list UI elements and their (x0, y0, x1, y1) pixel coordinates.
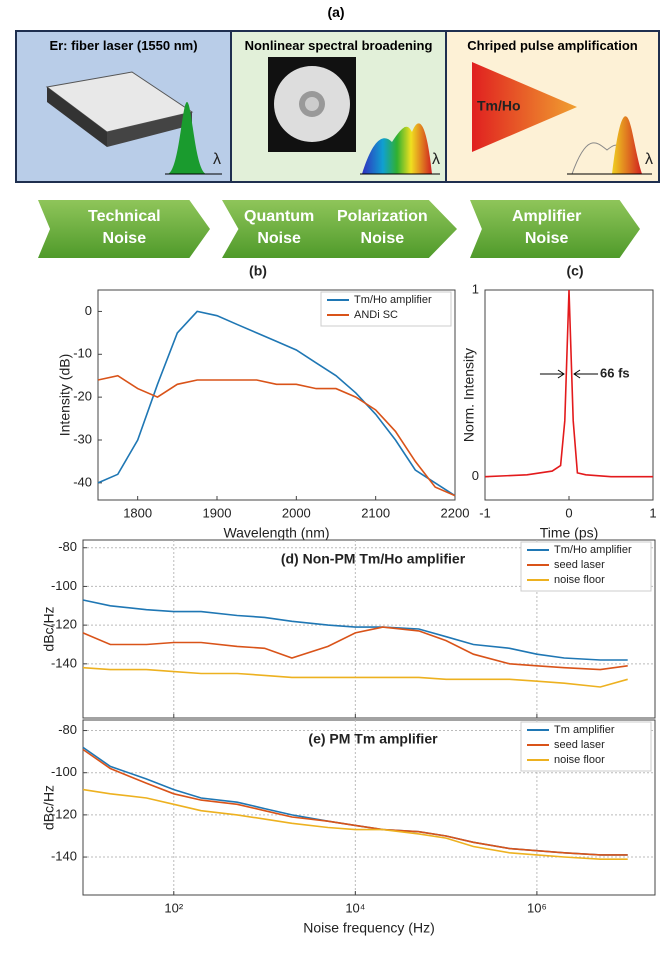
x-axis-label: Wavelength (nm) (223, 525, 329, 541)
panel-label: (c) (566, 263, 583, 279)
legend-label: noise floor (554, 754, 605, 766)
gain-label: Tm/Ho (477, 98, 521, 114)
data-line (82, 746, 628, 856)
data-line (82, 599, 628, 661)
y-tick-label: 0 (85, 303, 92, 318)
data-line (484, 289, 653, 478)
stage-title: Chriped pulse amplification (467, 38, 638, 53)
y-tick-label: 1 (472, 281, 479, 296)
x-tick-label: 2000 (282, 505, 311, 520)
stage-box: Chriped pulse amplification Tm/Ho λ (445, 30, 660, 183)
x-axis-label: Noise frequency (Hz) (303, 920, 435, 936)
y-tick-label: 0 (472, 468, 479, 483)
legend-label: Tm/Ho amplifier (354, 294, 432, 306)
stage-art: Tm/Ho λ (472, 62, 653, 175)
y-tick-label: -120 (51, 617, 77, 632)
x-tick-label: 2200 (441, 505, 470, 520)
y-axis-label: dBc/Hz (41, 785, 57, 830)
legend-label: noise floor (554, 574, 605, 586)
legend-box (520, 721, 652, 772)
legend-box (520, 541, 652, 592)
axis-symbol: λ (432, 151, 440, 168)
data-line (82, 626, 628, 671)
y-tick-label: -140 (51, 848, 77, 863)
x-axis-label: Time (ps) (540, 525, 599, 541)
noise-label: Quantum Noise (244, 208, 315, 247)
axis-symbol: λ (645, 151, 653, 168)
x-tick-label: 10² (164, 900, 183, 915)
noise-arrow: Amplifier Noise (470, 200, 640, 258)
stage-box: Er: fiber laser (1550 nm) λ (15, 30, 232, 183)
y-axis-label: dBc/Hz (41, 606, 57, 651)
y-tick-label: -100 (51, 578, 77, 593)
data-line (82, 788, 628, 860)
chart-title: (d) Non-PM Tm/Ho amplifier (281, 551, 466, 567)
x-tick-label: 1900 (203, 505, 232, 520)
x-tick-label: 2100 (361, 505, 390, 520)
x-tick-label: 1 (649, 505, 656, 520)
y-tick-label: -140 (51, 655, 77, 670)
stage-art: λ (45, 71, 222, 175)
y-tick-label: -120 (51, 806, 77, 821)
noise-label: Polarization Noise (337, 208, 428, 247)
y-tick-label: -100 (51, 764, 77, 779)
noise-label: Technical Noise (88, 208, 161, 247)
plot-frame (82, 539, 656, 719)
panel-label: (b) (249, 263, 267, 279)
legend-label: seed laser (554, 559, 605, 571)
fwhm-arrow (539, 369, 565, 379)
noise-arrow: Technical Noise (38, 200, 210, 258)
stage-box: Nonlinear spectral broadening λ (230, 30, 447, 183)
y-tick-label: -30 (73, 431, 92, 446)
y-axis-label: Intensity (dB) (57, 354, 73, 436)
data-line (97, 310, 456, 497)
axis-symbol: λ (213, 151, 221, 168)
data-line (82, 748, 628, 856)
y-axis-label: Norm. Intensity (461, 348, 477, 442)
legend-label: Tm amplifier (554, 724, 615, 736)
fwhm-arrow (573, 369, 599, 379)
stage-title: Nonlinear spectral broadening (244, 38, 433, 53)
y-tick-label: -80 (58, 539, 77, 554)
stage-title: Er: fiber laser (1550 nm) (49, 38, 198, 53)
x-tick-label: -1 (479, 505, 491, 520)
legend-label: Tm/Ho amplifier (554, 544, 632, 556)
chart-title: (e) PM Tm amplifier (308, 731, 438, 747)
x-tick-label: 1800 (123, 505, 152, 520)
y-tick-label: -20 (73, 389, 92, 404)
stage-art: λ (268, 57, 440, 175)
noise-label: Amplifier Noise (512, 208, 582, 247)
noise-arrow: Quantum Noise Polarization Noise (222, 200, 457, 258)
legend-box (320, 291, 452, 327)
x-tick-label: 10⁶ (527, 900, 547, 915)
x-tick-label: 10⁴ (345, 900, 365, 915)
plot-frame (484, 289, 654, 501)
plot-frame (82, 719, 656, 896)
plot-frame (97, 289, 456, 501)
annotation: 66 fs (600, 365, 630, 380)
legend-label: ANDi SC (354, 309, 398, 321)
y-tick-label: -40 (73, 474, 92, 489)
panel-label: (a) (327, 4, 345, 20)
legend-label: seed laser (554, 739, 605, 751)
y-tick-label: -80 (58, 722, 77, 737)
data-line (97, 374, 456, 497)
y-tick-label: -10 (73, 346, 92, 361)
x-tick-label: 0 (565, 505, 572, 520)
data-line (82, 666, 628, 688)
